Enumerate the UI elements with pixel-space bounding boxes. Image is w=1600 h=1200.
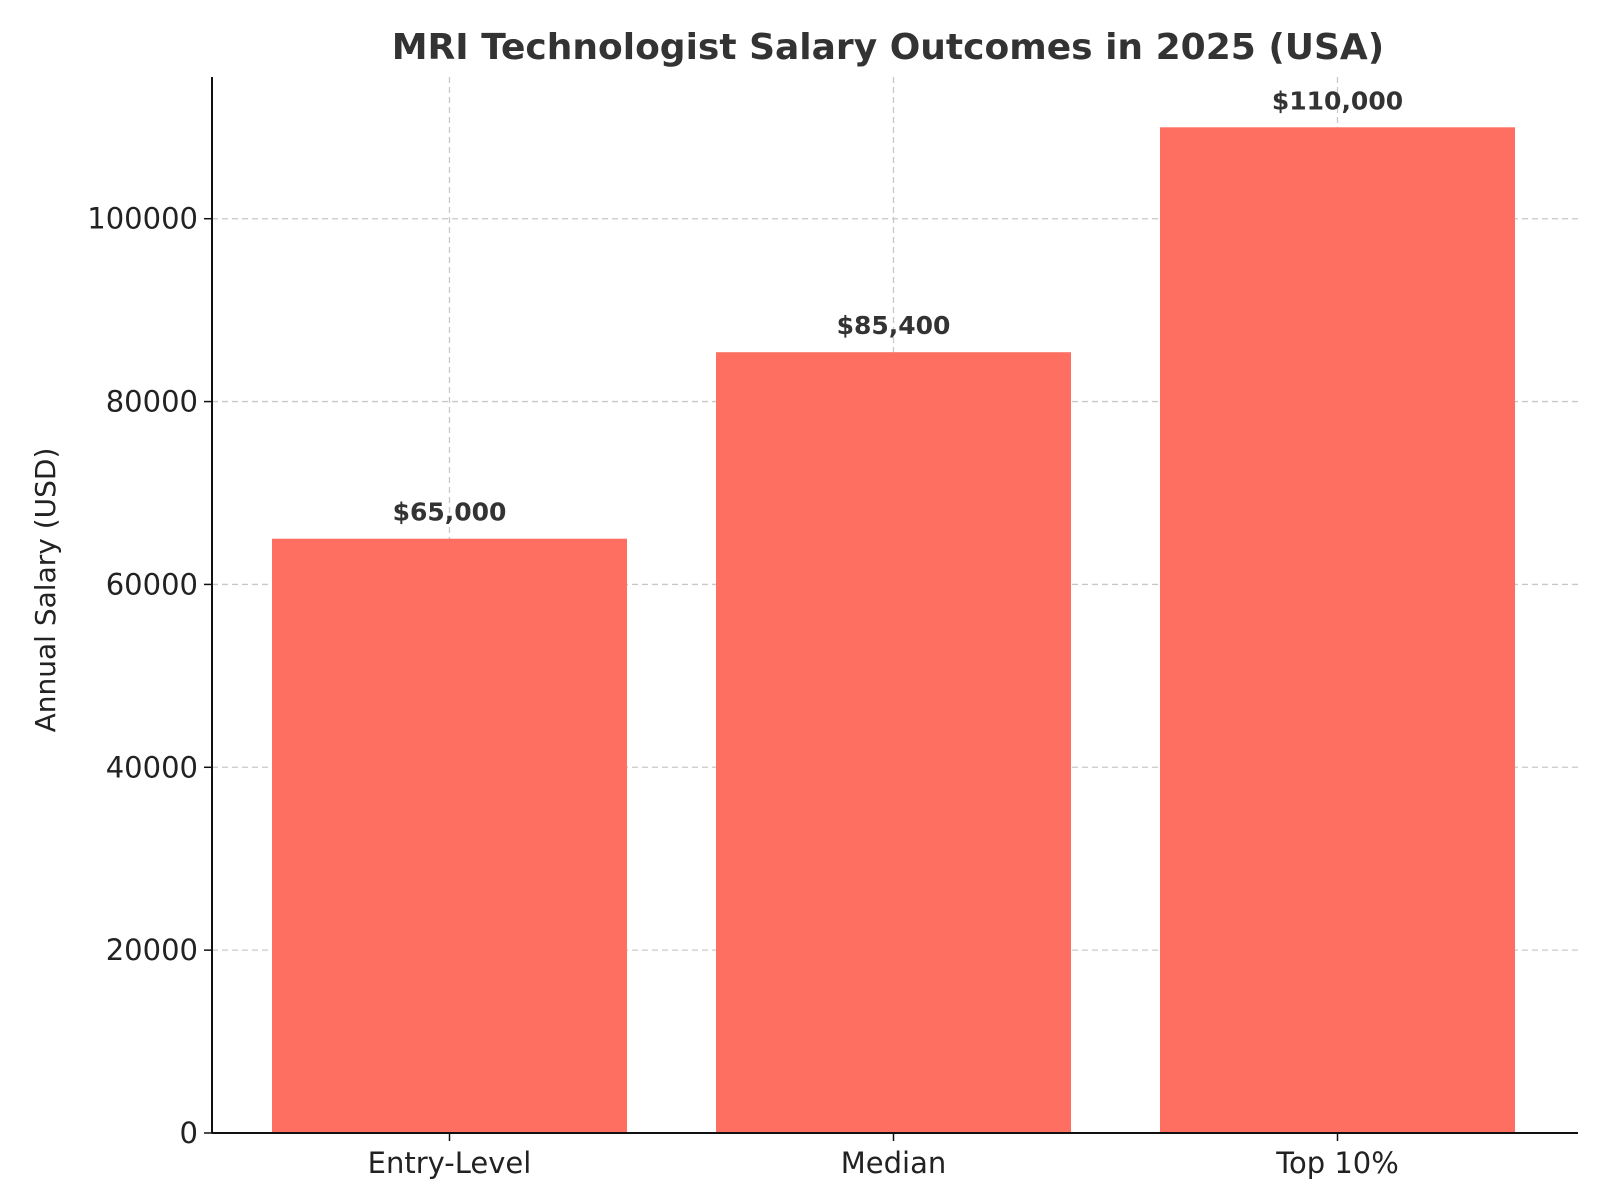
bar-value-label: $65,000 xyxy=(393,498,507,527)
bars xyxy=(272,127,1515,1134)
y-axis-label: Annual Salary (USD) xyxy=(29,448,62,733)
y-tick-label: 0 xyxy=(180,1116,198,1150)
y-tick-label: 80000 xyxy=(106,385,198,419)
chart-title: MRI Technologist Salary Outcomes in 2025… xyxy=(392,27,1385,68)
bar-entry-level xyxy=(272,538,627,1133)
bar-top-10 xyxy=(1160,127,1515,1134)
y-tick-label: 20000 xyxy=(106,933,198,967)
y-tick-label: 100000 xyxy=(87,202,198,236)
x-tick-label: Top 10% xyxy=(1275,1146,1399,1180)
bar-median xyxy=(716,352,1071,1133)
y-tick-label: 40000 xyxy=(106,750,198,784)
bar-value-label: $85,400 xyxy=(837,311,951,340)
bar-value-label: $110,000 xyxy=(1272,86,1403,115)
axes xyxy=(211,77,1578,1134)
ticks: 0 20000 40000 60000 80000 100000 Entry-Level Me… xyxy=(87,202,1399,1180)
data-labels: $65,000 $85,400 $110,000 xyxy=(393,86,1404,526)
y-tick-label: 60000 xyxy=(106,567,198,601)
x-tick-label: Median xyxy=(841,1146,946,1180)
x-tick-label: Entry-Level xyxy=(368,1146,532,1180)
